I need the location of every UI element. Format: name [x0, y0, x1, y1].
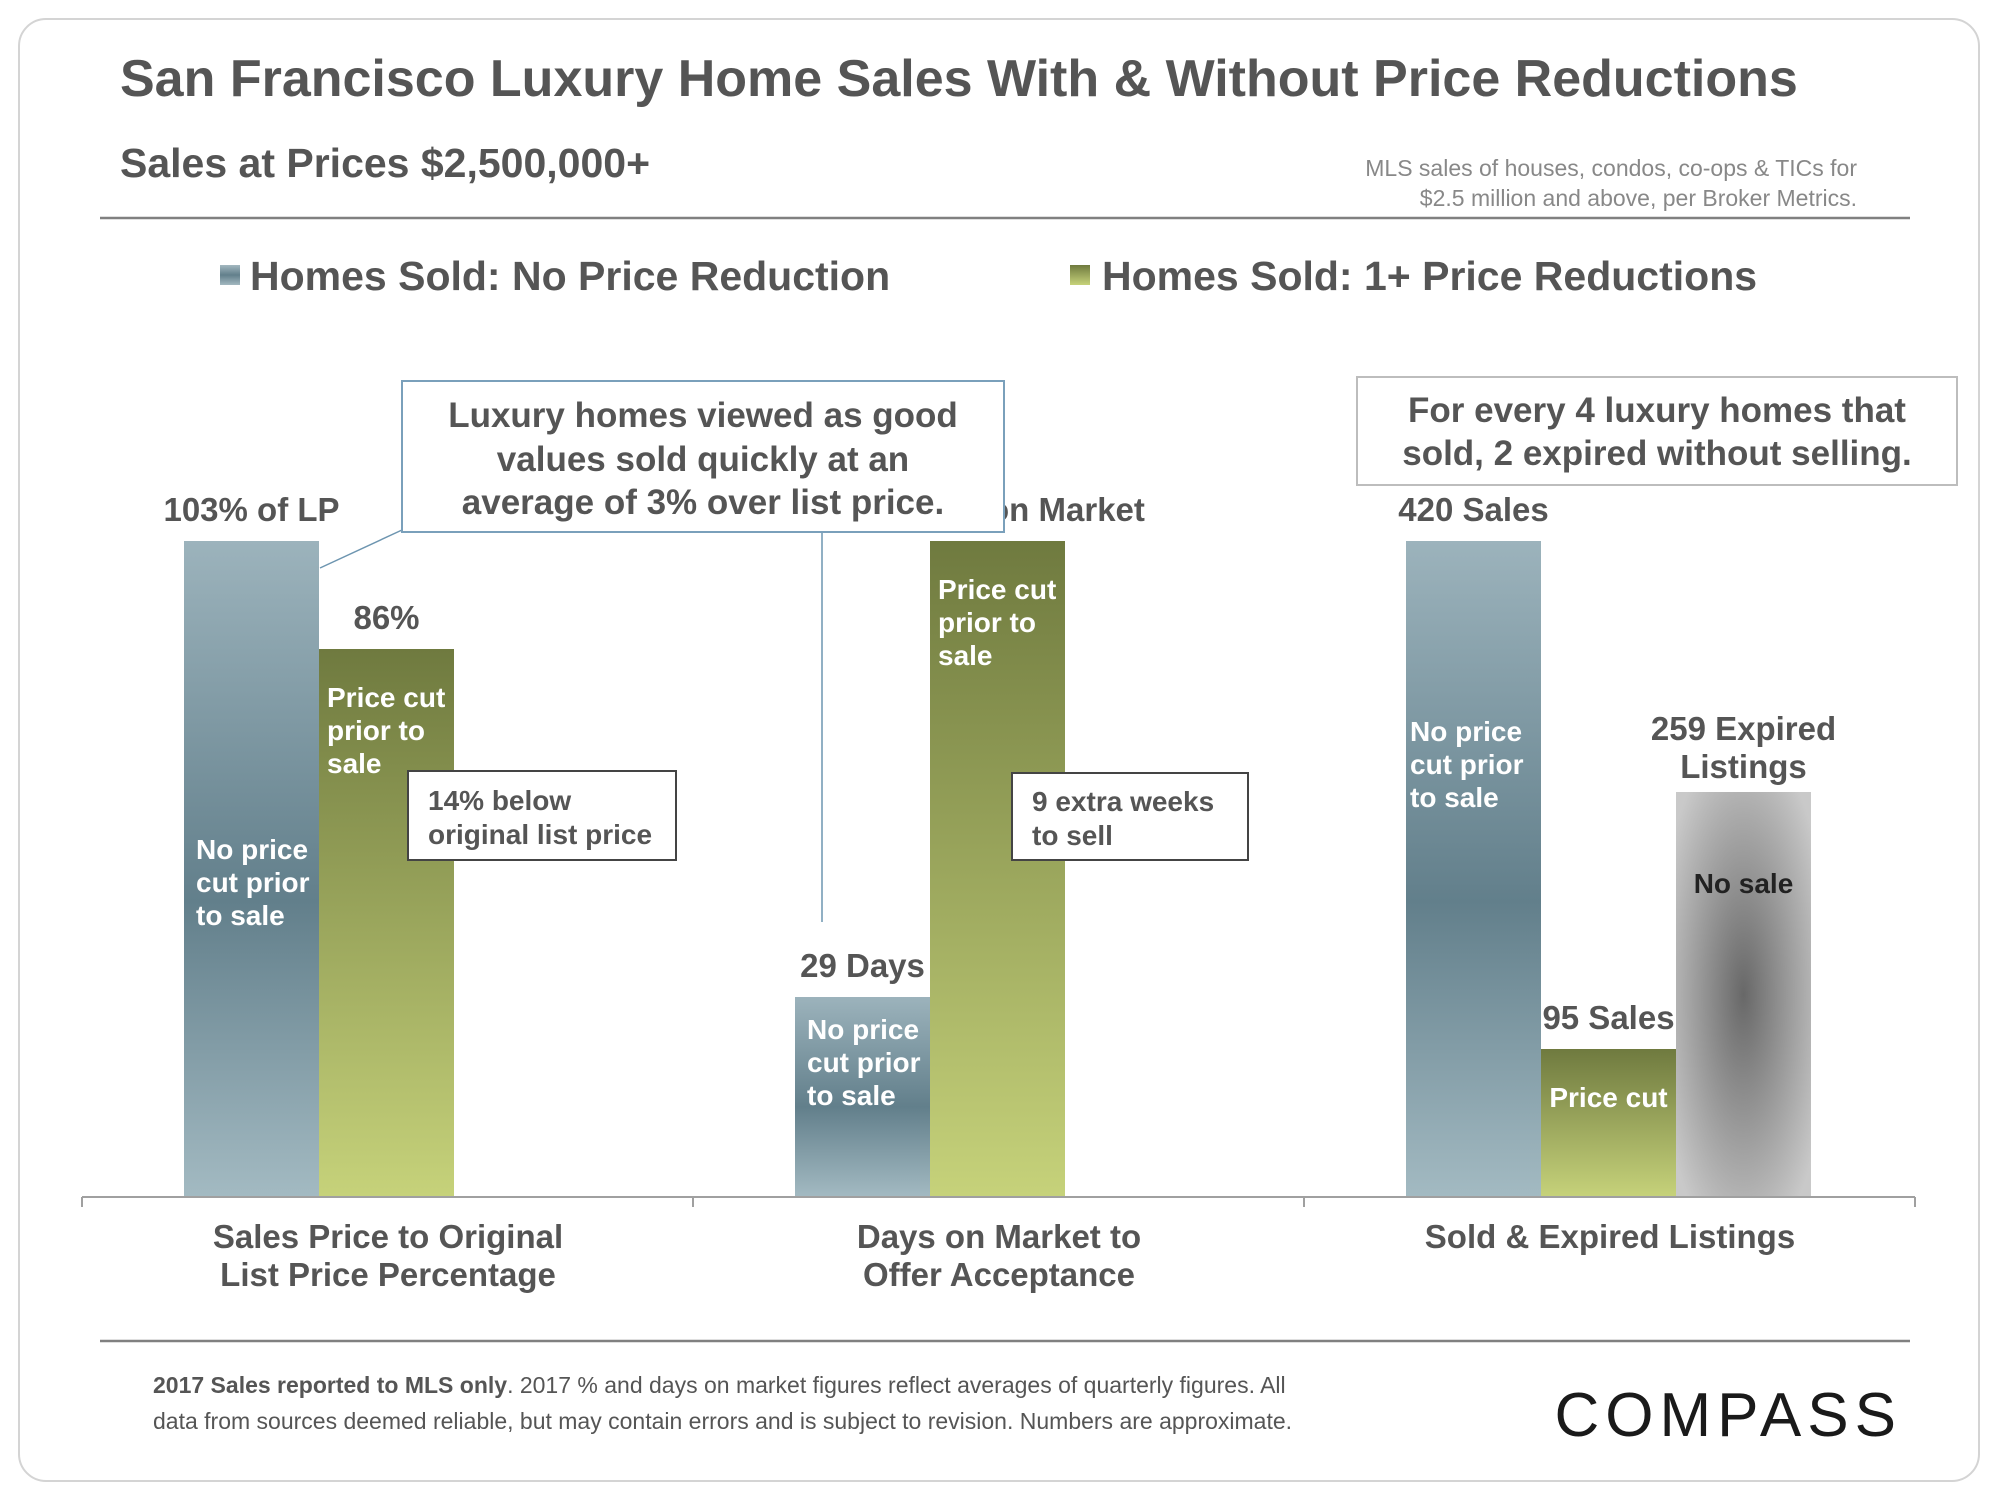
bar-inner-label-1-1: to sale: [196, 900, 285, 931]
compass-logo: COMPASS: [1555, 1381, 1902, 1450]
callout-extra-weeks-line-2: to sell: [1032, 820, 1113, 851]
callout-below-list: [407, 770, 677, 861]
bar-value-label-1-1: 103% of LP: [163, 491, 339, 528]
footer-note-rest: . 2017 % and days on market figures refl…: [507, 1372, 1286, 1398]
legend-label-no-reduction: Homes Sold: No Price Reduction: [250, 253, 890, 299]
bar-inner-label-2-1: to sale: [807, 1080, 896, 1111]
bar-inner-label-1-2: prior to: [327, 715, 425, 746]
bar-3-1: [1406, 541, 1541, 1197]
bar-inner-label-2-1: cut prior: [807, 1047, 921, 1078]
category-label-1-line-1: Sales Price to Original: [213, 1218, 563, 1255]
bar-2-1: [795, 997, 930, 1197]
bar-3-3: [1676, 792, 1811, 1197]
bar-value-label-1-2: 86%: [353, 599, 419, 636]
bar-inner-label-1-1: No price: [196, 834, 308, 865]
bar-value-label-3-3: 259 Expired: [1651, 710, 1836, 747]
bar-inner-label-1-2: sale: [327, 748, 382, 779]
bar-1-1: [184, 541, 319, 1197]
bar-inner-label-3-1: No price: [1410, 716, 1522, 747]
bar-value-label-3-1: 420 Sales: [1398, 491, 1548, 528]
bar-inner-label-3-1: to sale: [1410, 782, 1499, 813]
callout-good-values: [401, 380, 1005, 533]
bar-inner-label-2-1: No price: [807, 1014, 919, 1045]
category-label-2-line-2: Offer Acceptance: [863, 1256, 1135, 1293]
footer-note-bold: 2017 Sales reported to MLS only: [153, 1372, 507, 1398]
legend-label-price-reductions: Homes Sold: 1+ Price Reductions: [1102, 253, 1757, 299]
source-note-line-1: MLS sales of houses, condos, co-ops & TI…: [1365, 155, 1857, 181]
bar-inner-label-2-2: Price cut: [938, 574, 1056, 605]
bar-value-label-3-2: 95 Sales: [1542, 999, 1674, 1036]
callout-good-values-line-3: average of 3% over list price.: [462, 483, 944, 522]
bar-value-label-2-1: 29 Days: [800, 947, 925, 984]
callout-expired-line-2: sold, 2 expired without selling.: [1402, 434, 1912, 473]
callout-extra-weeks-line-1: 9 extra weeks: [1032, 786, 1214, 817]
source-note-line-2: $2.5 million and above, per Broker Metri…: [1420, 185, 1857, 211]
category-label-2-line-1: Days on Market to: [857, 1218, 1141, 1255]
bar-3-2: [1541, 1049, 1676, 1197]
chart-title: San Francisco Luxury Home Sales With & W…: [120, 50, 1798, 108]
category-label-1-line-2: List Price Percentage: [220, 1256, 556, 1293]
callout-pointer-good-values: [319, 529, 403, 569]
footer-note-line-2: data from sources deemed reliable, but m…: [153, 1408, 1292, 1434]
callout-below-list-line-1: 14% below: [428, 785, 571, 816]
legend-swatch-no-reduction: [220, 265, 240, 285]
bar-value-label-3-3: Listings: [1680, 748, 1807, 785]
bar-1-2: [319, 649, 454, 1197]
callout-extra-weeks: [1011, 772, 1249, 861]
bar-inner-label-2-2: prior to: [938, 607, 1036, 638]
bar-inner-label-3-3: No sale: [1694, 868, 1794, 899]
callout-below-list-line-2: original list price: [428, 819, 652, 850]
footer-note-line-1: 2017 Sales reported to MLS only. 2017 % …: [153, 1372, 1286, 1398]
bar-2-2: [930, 541, 1065, 1197]
bar-inner-label-1-2: Price cut: [327, 682, 445, 713]
bar-inner-label-2-2: sale: [938, 640, 993, 671]
callout-expired-line-1: For every 4 luxury homes that: [1408, 391, 1906, 430]
chart-subtitle: Sales at Prices $2,500,000+: [120, 140, 650, 186]
bar-inner-label-3-2: Price cut: [1549, 1082, 1667, 1113]
bar-inner-label-3-1: cut prior: [1410, 749, 1524, 780]
callout-expired: [1356, 376, 1958, 486]
callout-good-values-line-1: Luxury homes viewed as good: [448, 396, 958, 435]
callout-good-values-line-2: values sold quickly at an: [497, 440, 909, 479]
category-label-3: Sold & Expired Listings: [1425, 1218, 1795, 1255]
bar-inner-label-1-1: cut prior: [196, 867, 310, 898]
legend-swatch-price-reductions: [1070, 265, 1090, 285]
